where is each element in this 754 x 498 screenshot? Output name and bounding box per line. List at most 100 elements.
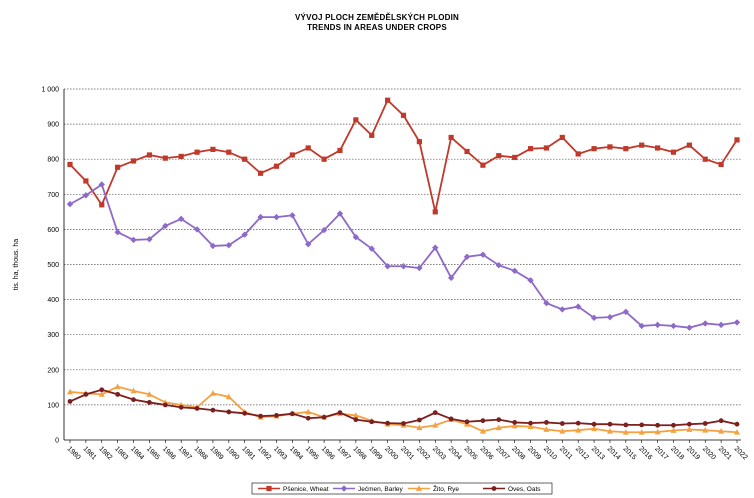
data-point	[400, 263, 407, 270]
data-point	[146, 152, 153, 158]
data-point	[416, 417, 422, 423]
legend-box	[251, 482, 553, 495]
x-tick-label: 1981	[81, 445, 97, 461]
legend-label: Pšenice, Wheat	[283, 486, 329, 493]
series-line-1	[69, 183, 738, 329]
data-point	[448, 416, 454, 422]
x-tick-label: 2005	[463, 445, 479, 461]
data-point	[623, 422, 629, 428]
data-point	[99, 202, 105, 208]
data-point	[115, 164, 121, 170]
data-point	[591, 146, 597, 152]
x-tick-label: 2014	[606, 445, 622, 461]
y-tick-label: 600	[47, 227, 59, 234]
data-point	[544, 420, 549, 425]
data-point	[131, 397, 136, 403]
data-point	[590, 314, 598, 322]
data-point	[99, 387, 105, 393]
data-point	[352, 412, 359, 418]
data-point	[130, 158, 137, 164]
data-point	[416, 139, 422, 145]
data-point	[289, 152, 295, 158]
data-point	[83, 391, 89, 397]
x-tick-label: 2008	[510, 445, 526, 461]
y-tick-label: 0	[55, 438, 59, 445]
data-point	[67, 398, 73, 404]
x-tick-label: 1980	[66, 445, 82, 461]
data-point	[575, 426, 582, 433]
data-point	[702, 426, 709, 433]
data-point	[67, 388, 73, 395]
data-point	[543, 299, 550, 307]
data-point	[591, 425, 598, 432]
x-tick-label: 2001	[399, 445, 415, 461]
x-tick-label: 2011	[558, 445, 574, 461]
data-point	[321, 156, 327, 162]
data-point	[115, 391, 121, 397]
x-tick-label: 2019	[685, 445, 701, 461]
data-point	[527, 423, 534, 430]
data-point	[622, 429, 629, 435]
data-point	[258, 413, 263, 419]
data-point	[385, 420, 391, 426]
data-point	[337, 147, 343, 154]
data-point	[607, 144, 613, 150]
data-point	[447, 274, 455, 282]
x-tick-label: 2013	[590, 445, 606, 461]
data-point	[623, 146, 629, 152]
y-tick-label: 900	[47, 122, 59, 129]
x-tick-label: 2020	[701, 445, 717, 461]
chart-title-czech: VÝVOJ PLOCH ZEMĚDĚLSKÝCH PLODIN	[295, 13, 459, 22]
x-tick-label: 1994	[288, 445, 304, 461]
data-point	[194, 149, 200, 155]
data-point	[655, 422, 660, 428]
data-point	[257, 213, 264, 221]
x-tick-label: 1984	[129, 445, 145, 461]
chart-title-english: TRENDS IN AREAS UNDER CROPS	[307, 23, 447, 32]
data-point	[448, 134, 454, 141]
data-point	[226, 149, 232, 155]
data-point	[733, 319, 741, 326]
data-point	[225, 393, 232, 400]
data-point	[496, 417, 502, 423]
data-point	[83, 178, 89, 184]
data-point	[670, 149, 677, 155]
data-point	[654, 321, 661, 329]
data-point	[607, 421, 613, 427]
data-point	[416, 264, 423, 272]
legend-label: Žito, Rye	[433, 484, 459, 493]
x-tick-label: 1986	[161, 445, 177, 461]
data-point	[511, 267, 518, 275]
data-point	[257, 170, 264, 176]
data-point	[654, 145, 661, 151]
data-point	[67, 161, 73, 168]
data-point	[98, 181, 105, 188]
y-tick-label: 200	[47, 367, 59, 374]
x-tick-label: 1998	[351, 445, 367, 461]
data-point	[686, 142, 692, 148]
data-point	[734, 429, 740, 435]
data-point	[543, 145, 550, 151]
data-point	[575, 151, 581, 157]
x-tick-label: 1987	[177, 445, 193, 461]
data-point	[114, 383, 121, 390]
x-tick-label: 2021	[717, 445, 733, 461]
data-point	[463, 253, 471, 260]
data-point	[162, 402, 168, 408]
data-point	[147, 400, 152, 405]
x-tick-label: 2007	[494, 445, 510, 461]
data-point	[305, 145, 311, 151]
data-point	[353, 417, 359, 423]
data-point	[209, 242, 217, 250]
x-tick-label: 1989	[209, 445, 225, 461]
data-point	[559, 421, 565, 426]
data-point	[82, 192, 90, 199]
data-point	[496, 153, 502, 159]
data-point	[353, 117, 359, 123]
data-point	[320, 226, 328, 234]
data-point	[368, 245, 375, 252]
data-point	[210, 146, 216, 152]
x-tick-label: 1983	[113, 445, 129, 461]
data-point	[289, 212, 296, 219]
data-point	[130, 387, 137, 394]
